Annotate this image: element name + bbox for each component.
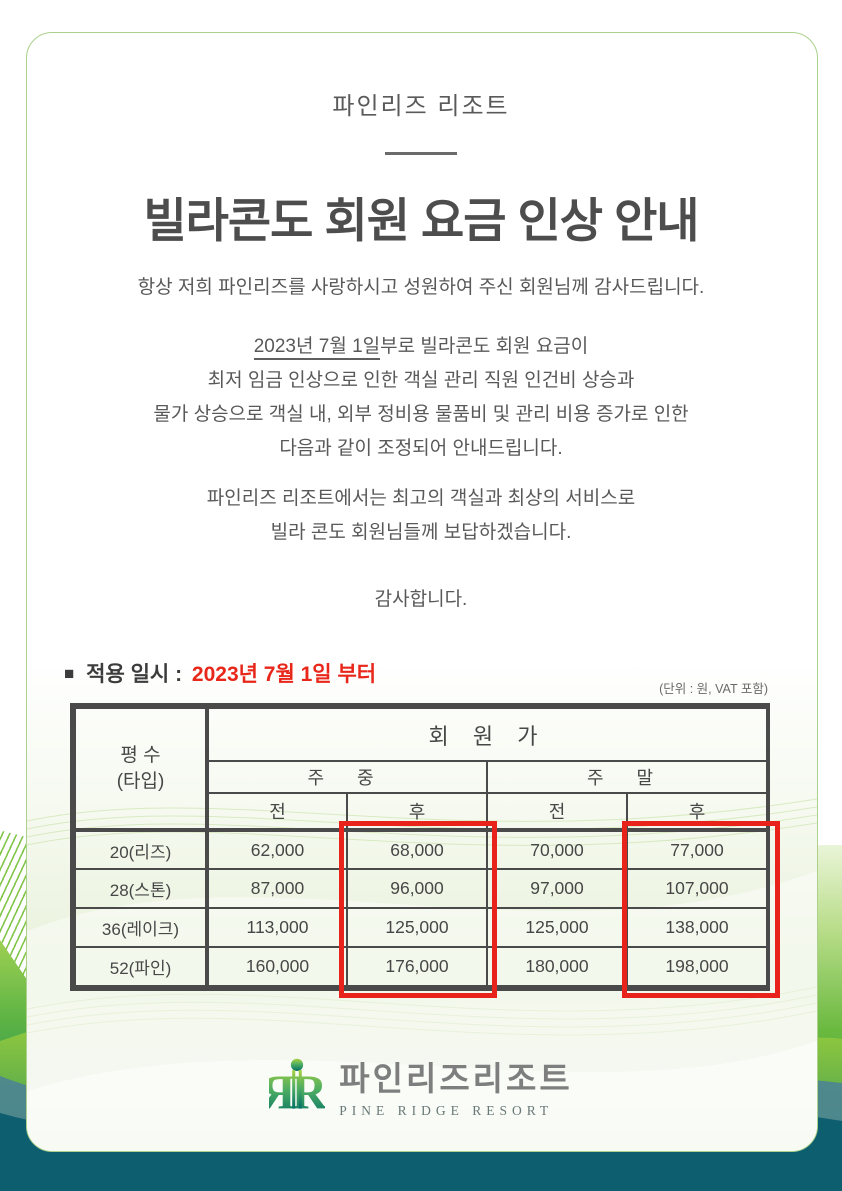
weekend-header: 주 말: [485, 760, 769, 794]
title-divider: [385, 152, 457, 155]
table-row: 28(스톤) 87,000 96,000 97,000 107,000: [74, 868, 769, 909]
weekday-after-header: 후: [346, 792, 488, 832]
effective-date-underlined: 2023년 7월 1일: [253, 336, 381, 360]
body-line-2: 최저 임금 인상으로 인한 객실 관리 직원 인건비 상승과: [207, 370, 635, 391]
type-column-header: 평 수 (타입): [74, 707, 209, 832]
room-type-cell: 36(레이크): [74, 907, 209, 948]
table-row: 36(레이크) 113,000 125,000 125,000 138,000: [74, 907, 769, 948]
table-row: 52(파인) 160,000 176,000 180,000 198,000: [74, 946, 769, 987]
member-price-header: 회 원 가: [205, 707, 769, 762]
room-type-cell: 28(스톤): [74, 868, 209, 909]
apply-date-line: ■ 적용 일시 : 2023년 7월 1일 부터: [64, 658, 376, 688]
price-cell-after: 138,000: [625, 907, 769, 948]
price-cell: 180,000: [486, 946, 628, 987]
price-cell: 113,000: [206, 907, 348, 948]
thanks-text: 감사합니다.: [374, 589, 468, 610]
logo-mark-mirrored-r-icon: R: [269, 1065, 295, 1120]
room-type-cell: 52(파인): [74, 946, 209, 987]
price-cell: 62,000: [206, 829, 348, 870]
price-cell: 97,000: [486, 868, 628, 909]
body2-line-1: 파인리즈 리조트에서는 최고의 객실과 최상의 서비스로: [206, 488, 636, 509]
weekend-after-header: 후: [625, 792, 769, 832]
price-cell: 87,000: [206, 868, 348, 909]
price-cell: 125,000: [486, 907, 628, 948]
logo-mark-r-icon: R: [292, 1065, 325, 1120]
unit-note: (단위 : 원, VAT 포함): [659, 682, 768, 696]
square-bullet-icon: ■: [64, 664, 75, 683]
body-line-3: 물가 상승으로 객실 내, 외부 정비용 물품비 및 관리 비용 증가로 인한: [153, 404, 689, 425]
price-cell-after: 125,000: [346, 907, 488, 948]
table-row: 20(리즈) 62,000 68,000 70,000 77,000: [74, 829, 769, 870]
logo-mark-stem-right: [298, 1070, 303, 1109]
price-cell: 160,000: [206, 946, 348, 987]
apply-date-label: 적용 일시 :: [86, 663, 183, 686]
price-cell-after: 198,000: [625, 946, 769, 987]
pine-ridge-logo-mark: R R: [269, 1058, 325, 1120]
footer-logo-texts: 파인리즈리조트 PINE RIDGE RESORT: [339, 1052, 573, 1119]
body2-line-2: 빌라 콘도 회원님들께 보답하겠습니다.: [270, 522, 572, 543]
weekday-before-header: 전: [206, 792, 348, 832]
logo-mark-stem-left: [292, 1070, 296, 1109]
type-header-line1: 평 수: [120, 744, 161, 766]
price-cell-after: 96,000: [346, 868, 488, 909]
room-type-cell: 20(리즈): [74, 829, 209, 870]
apply-date-value: 2023년 7월 1일 부터: [191, 663, 377, 686]
footer-logo: R R 파인리즈리조트 PINE RIDGE RESORT: [0, 1048, 842, 1122]
price-table: 평 수 (타입) 회 원 가 주 중 주 말 전 후 전 후: [74, 707, 769, 987]
body-paragraph-2: 파인리즈 리조트에서는 최고의 객실과 최상의 서비스로 빌라 콘도 회원님들께…: [0, 482, 842, 550]
weekday-header: 주 중: [206, 760, 488, 794]
price-cell-after: 68,000: [346, 829, 488, 870]
type-header-line2: (타입): [116, 770, 165, 792]
price-cell-after: 107,000: [625, 868, 769, 909]
body-paragraph-1: 2023년 7월 1일부로 빌라콘도 회원 요금이 최저 임금 인상으로 인한 …: [0, 330, 842, 466]
body-line-1-rest: 부로 빌라콘도 회원 요금이: [380, 336, 589, 357]
body-line-4: 다음과 같이 조정되어 안내드립니다.: [279, 438, 563, 459]
weekend-before-header: 전: [486, 792, 628, 832]
price-cell-after: 176,000: [346, 946, 488, 987]
brand-name-top: 파인리즈 리조트: [332, 93, 510, 120]
price-cell: 70,000: [486, 829, 628, 870]
footer-logo-english: PINE RIDGE RESORT: [339, 1102, 554, 1118]
price-cell-after: 77,000: [625, 829, 769, 870]
logo-mark-circle: [291, 1058, 304, 1071]
page-title: 빌라콘도 회원 요금 인상 안내: [143, 194, 699, 247]
price-table-wrap: 평 수 (타입) 회 원 가 주 중 주 말 전 후 전 후: [70, 703, 770, 991]
greeting-text: 항상 저희 파인리즈를 사랑하시고 성원하여 주신 회원님께 감사드립니다.: [137, 277, 705, 298]
footer-logo-korean: 파인리즈리조트: [339, 1059, 573, 1097]
